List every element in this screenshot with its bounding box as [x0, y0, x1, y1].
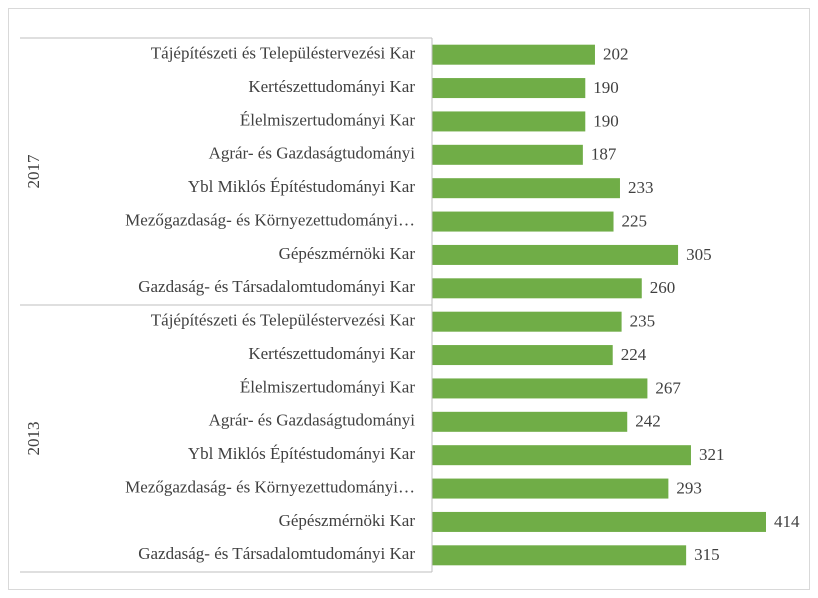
value-label: 321: [699, 445, 725, 464]
category-label: Kertészettudományi Kar: [248, 344, 415, 363]
bar: [432, 445, 691, 466]
value-label: 202: [603, 45, 629, 64]
value-label: 414: [774, 512, 800, 531]
category-label: Agrár- és Gazdaságtudományi: [209, 144, 416, 163]
group-label: 2013: [24, 422, 43, 456]
bar: [432, 78, 586, 99]
category-label: Gépészmérnöki Kar: [279, 511, 416, 530]
category-label: Élelmiszertudományi Kar: [240, 377, 415, 396]
value-label: 293: [676, 478, 702, 497]
bar: [432, 545, 687, 566]
bar: [432, 411, 628, 432]
bar: [432, 478, 669, 499]
bar: [432, 244, 679, 265]
bar: [432, 178, 620, 199]
value-label: 315: [694, 545, 720, 564]
value-label: 190: [593, 111, 619, 130]
bar: [432, 278, 642, 299]
bar: [432, 111, 586, 132]
chart-frame: [8, 8, 810, 590]
value-label: 260: [650, 278, 676, 297]
value-label: 267: [655, 378, 681, 397]
bar: [432, 44, 595, 65]
value-label: 235: [630, 312, 656, 331]
category-label: Mezőgazdaság- és Környezettudományi…: [125, 210, 415, 229]
category-label: Gépészmérnöki Kar: [279, 244, 416, 263]
category-label: Gazdaság- és Társadalomtudományi Kar: [138, 544, 415, 563]
category-label: Ybl Miklós Építéstudományi Kar: [188, 444, 415, 463]
value-label: 187: [591, 145, 617, 164]
category-label: Gazdaság- és Társadalomtudományi Kar: [138, 277, 415, 296]
value-label: 305: [686, 245, 712, 264]
value-label: 225: [622, 211, 648, 230]
bar: [432, 378, 648, 399]
value-label: 190: [593, 78, 619, 97]
category-label: Kertészettudományi Kar: [248, 77, 415, 96]
value-label: 233: [628, 178, 654, 197]
value-label: 242: [635, 412, 661, 431]
category-label: Mezőgazdaság- és Környezettudományi…: [125, 477, 415, 496]
category-label: Ybl Miklós Építéstudományi Kar: [188, 177, 415, 196]
bar: [432, 345, 613, 366]
category-label: Tájépítészeti és Településtervezési Kar: [151, 44, 416, 63]
bar: [432, 311, 622, 332]
category-label: Agrár- és Gazdaságtudományi: [209, 411, 416, 430]
bar: [432, 144, 583, 165]
bar: [432, 511, 766, 532]
value-label: 224: [621, 345, 647, 364]
bar: [432, 211, 614, 232]
category-label: Tájépítészeti és Településtervezési Kar: [151, 311, 416, 330]
group-label: 2017: [24, 154, 43, 189]
category-label: Élelmiszertudományi Kar: [240, 110, 415, 129]
